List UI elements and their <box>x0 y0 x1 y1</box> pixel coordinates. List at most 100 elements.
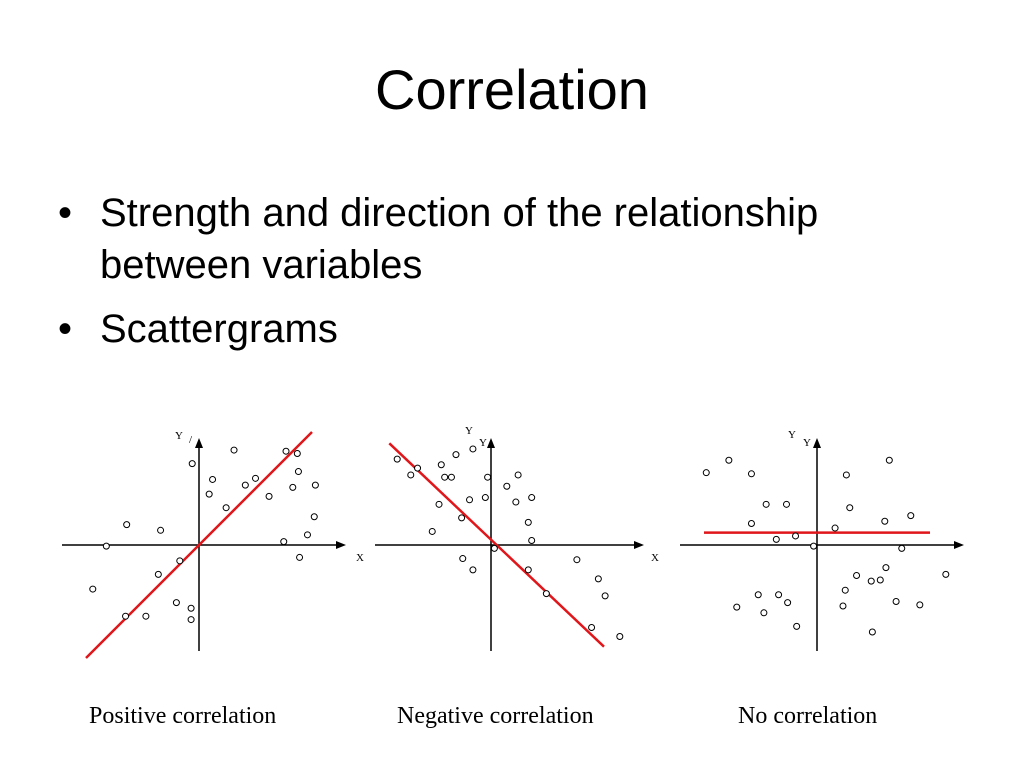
plot-negative-data-point <box>437 461 445 469</box>
plot-negative-data-point <box>601 592 609 600</box>
plot-none-data-point <box>916 601 924 609</box>
plot-none-y-label: Y <box>803 437 811 449</box>
plot-none-data-point <box>760 609 768 617</box>
plot-none-y-arrow <box>813 438 821 448</box>
bullet-dot: • <box>58 191 73 235</box>
plot-negative-data-point <box>573 556 581 564</box>
plot-none-data-point <box>839 602 847 610</box>
plot-negative-data-point <box>503 482 511 490</box>
plot-negative-data-point <box>514 471 522 479</box>
plot-negative-y-label: Y <box>479 437 487 449</box>
plot-positive-data-point <box>209 475 217 483</box>
plot-none-data-point <box>898 544 906 552</box>
plot-negative-data-point <box>441 473 449 481</box>
plot-none-data-point <box>762 500 770 508</box>
plot-none-data-point <box>747 470 755 478</box>
plot-positive-data-point <box>187 604 195 612</box>
plot-none-y-top-label: Y <box>788 429 796 441</box>
slide-title: Correlation <box>375 58 649 121</box>
plot-positive-data-point <box>289 483 297 491</box>
plot-negative-data-point <box>428 527 436 535</box>
plot-positive-y-arrow <box>195 438 203 448</box>
plot-negative-x-label: X <box>651 552 659 564</box>
plot-none-data-point <box>841 586 849 594</box>
plot-negative-data-point <box>452 451 460 459</box>
plot-positive-data-point <box>187 616 195 624</box>
plot-positive-y-label: Y <box>175 430 183 442</box>
plot-none-points <box>702 456 950 636</box>
plot-negative-data-point <box>458 514 466 522</box>
plot-none-data-point <box>782 500 790 508</box>
plot-positive-data-point <box>142 612 150 620</box>
plot-negative-data-point <box>528 536 536 544</box>
plot-positive-data-point <box>176 557 184 565</box>
plot-negative-data-point <box>469 445 477 453</box>
plot-positive-data-point <box>282 447 290 455</box>
plot-none-data-point <box>793 622 801 630</box>
plot-negative-data-point <box>524 518 532 526</box>
plot-none-data-point <box>907 512 915 520</box>
plot-positive-data-point <box>280 538 288 546</box>
plot-none-data-point <box>702 469 710 477</box>
plot-positive-data-point <box>89 585 97 593</box>
plot-none-data-point <box>792 532 800 540</box>
plot-none-data-point <box>942 570 950 578</box>
bullet-item: • Scattergrams <box>56 303 976 355</box>
plot-none-data-point <box>846 504 854 512</box>
plot-none-data-point <box>733 603 741 611</box>
plot-none-data-point <box>881 517 889 525</box>
plot-negative-data-point <box>459 555 467 563</box>
plot-positive-data-point <box>122 612 130 620</box>
plot-negative-data-point <box>542 590 550 598</box>
plot-positive-points <box>85 431 319 659</box>
plot-negative-points <box>388 442 624 648</box>
plot-none-data-point <box>885 456 893 464</box>
caption-none: No correlation <box>738 703 878 729</box>
bullet-item: • Strength and direction of the relation… <box>56 187 976 291</box>
plot-negative-data-point <box>484 473 492 481</box>
plot-none-data-point <box>842 471 850 479</box>
plot-positive-data-point <box>293 449 301 457</box>
plot-negative-data-point <box>594 575 602 583</box>
plot-none-x-arrow <box>954 541 964 549</box>
plot-none-data-point <box>892 598 900 605</box>
plot-negative-data-point <box>588 623 596 631</box>
plot-positive-data-point <box>252 474 259 482</box>
plot-negative-data-point <box>435 500 443 508</box>
plot-positive-x-arrow <box>336 541 346 549</box>
plot-none-data-point <box>772 535 780 543</box>
plot-none-data-point <box>725 456 733 464</box>
plot-positive-data-point <box>296 553 304 561</box>
plot-positive-data-point <box>303 531 311 539</box>
plot-none-data-point <box>747 520 755 528</box>
plot-none-data-point <box>853 572 861 580</box>
plot-none-data-point <box>775 591 783 599</box>
caption-positive: Positive correlation <box>89 703 277 729</box>
plot-negative-data-point <box>616 633 624 641</box>
bullet-text: Scattergrams <box>100 307 338 351</box>
plot-none-data-point <box>810 542 818 550</box>
plot-negative-data-point <box>524 566 532 574</box>
plot-negative-trend-line <box>388 442 605 648</box>
plot-none-data-point <box>754 591 762 599</box>
plot-positive-data-point <box>123 521 131 529</box>
bullet-list: • Strength and direction of the relation… <box>56 187 976 367</box>
plot-positive-data-point <box>241 481 249 489</box>
plot-positive-trend-line <box>85 431 313 659</box>
plot-negative-y-arrow <box>487 438 495 448</box>
plot-none: Y Y <box>680 429 964 651</box>
plot-positive-data-point <box>154 570 162 578</box>
plot-none-data-point <box>831 524 839 532</box>
plot-none-data-point <box>876 576 884 584</box>
plot-negative-y-top-label: Y <box>465 425 473 437</box>
plot-positive-data-point <box>230 446 238 454</box>
plot-positive-data-point <box>102 542 110 550</box>
plot-none-data-point <box>867 577 875 585</box>
plot-positive-data-point <box>172 599 180 607</box>
plot-negative-data-point <box>414 464 422 472</box>
plot-negative-x-arrow <box>634 541 644 549</box>
plot-positive-data-point <box>222 504 230 512</box>
plot-negative-data-point <box>407 471 415 479</box>
